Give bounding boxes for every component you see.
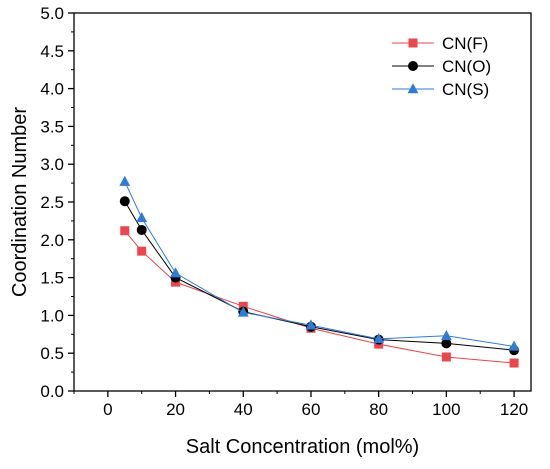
- y-tick-label: 3.5: [40, 117, 64, 136]
- legend-label: CN(F): [442, 34, 488, 53]
- data-point: [509, 358, 519, 368]
- y-tick-label: 1.5: [40, 269, 64, 288]
- data-point: [119, 175, 131, 186]
- data-point: [119, 196, 130, 207]
- data-point: [238, 301, 248, 311]
- data-point: [136, 212, 148, 223]
- y-tick-label: 5.0: [40, 4, 64, 23]
- data-point: [237, 306, 249, 317]
- x-tick-label: 80: [369, 400, 388, 419]
- series-layer: [119, 175, 520, 368]
- data-point: [305, 319, 317, 330]
- data-point: [441, 352, 451, 362]
- legend-item: CN(O): [392, 57, 491, 76]
- x-tick-label: 0: [103, 400, 112, 419]
- y-tick-label: 4.0: [40, 80, 64, 99]
- y-axis-title: Coordination Number: [9, 107, 31, 297]
- data-point: [508, 340, 520, 351]
- x-tick-label: 60: [302, 400, 321, 419]
- y-tick-label: 0.5: [40, 344, 64, 363]
- x-tick-label: 20: [166, 400, 185, 419]
- legend-marker: [408, 61, 418, 71]
- y-axis: 0.0 0.5 1.0 1.5 2.0 2.5 3.0 3.5 4.0 4.5 5.0: [40, 4, 74, 401]
- x-tick-label: 100: [432, 400, 460, 419]
- legend: CN(F) CN(O) CN(S): [392, 34, 491, 99]
- x-tick-label: 120: [500, 400, 528, 419]
- data-point: [373, 332, 385, 344]
- x-axis: 0 20 40 60 80 100 120: [73, 391, 528, 419]
- x-tick-label: 40: [234, 400, 253, 419]
- series-cns: [119, 175, 520, 351]
- legend-label: CN(S): [442, 80, 489, 99]
- data-point: [440, 329, 452, 341]
- data-point: [136, 224, 147, 235]
- x-axis-title: Salt Concentration (mol%): [186, 436, 419, 458]
- y-tick-label: 2.5: [40, 193, 64, 212]
- data-point: [441, 338, 452, 349]
- legend-label: CN(O): [442, 57, 491, 76]
- legend-item: CN(F): [392, 34, 488, 53]
- y-tick-label: 2.0: [40, 231, 64, 250]
- series-line: [124, 200, 515, 351]
- data-point: [137, 246, 147, 256]
- y-tick-label: 0.0: [40, 382, 64, 401]
- y-tick-label: 3.0: [40, 155, 64, 174]
- legend-marker: [408, 38, 418, 48]
- legend-marker: [407, 83, 419, 94]
- legend-item: CN(S): [392, 80, 489, 99]
- data-point: [120, 226, 130, 236]
- y-tick-label: 4.5: [40, 42, 64, 61]
- series-cnf: [120, 226, 519, 368]
- y-tick-label: 1.0: [40, 306, 64, 325]
- series-line: [124, 230, 515, 364]
- data-point: [170, 267, 181, 278]
- series-line: [124, 181, 515, 347]
